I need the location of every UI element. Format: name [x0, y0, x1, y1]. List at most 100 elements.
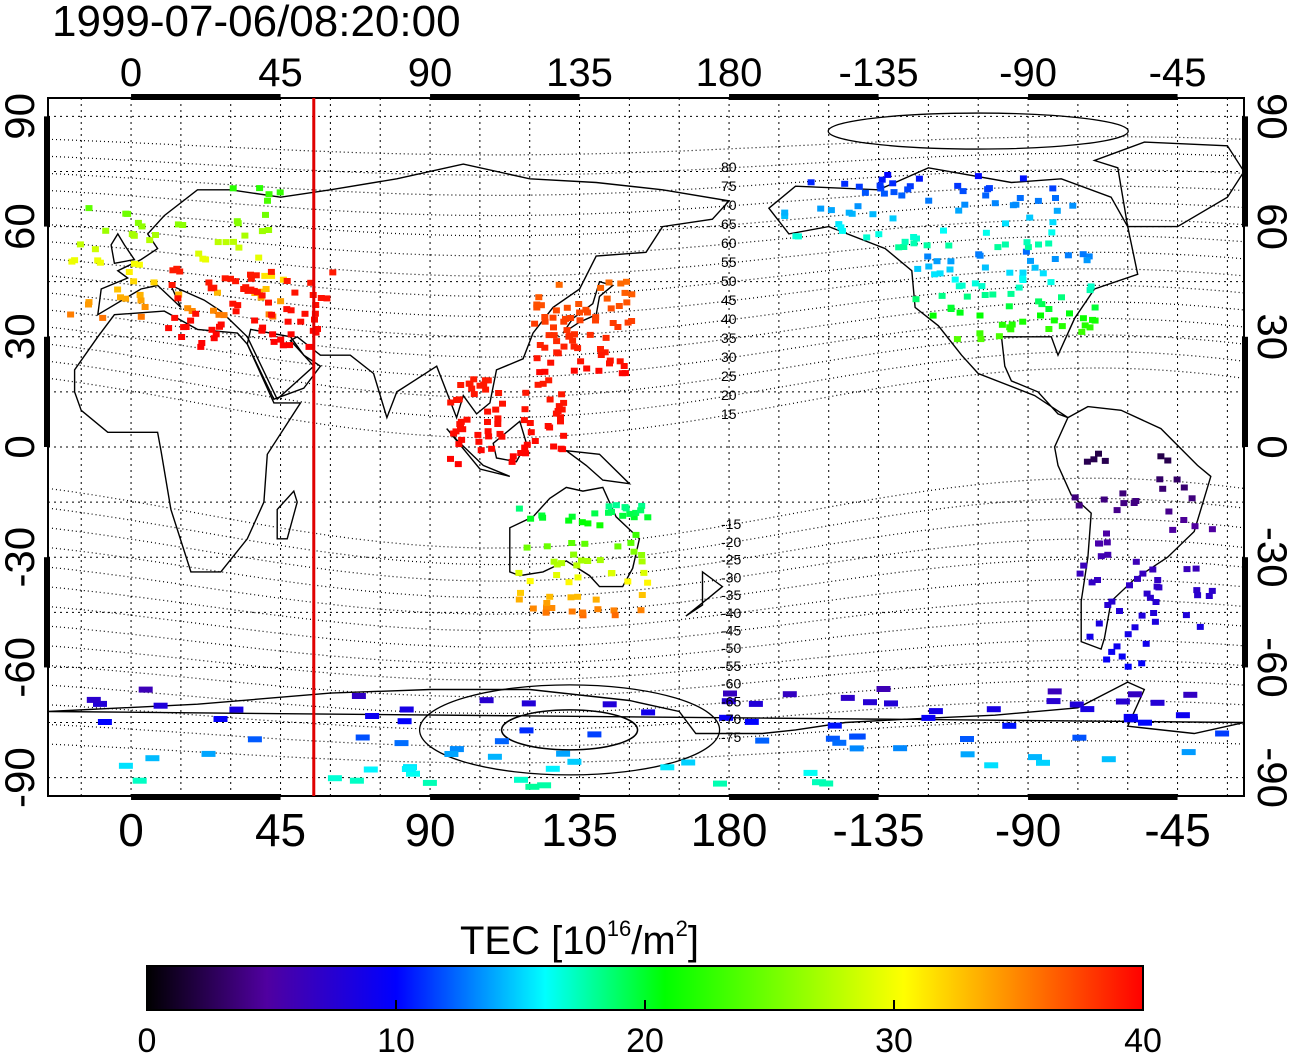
- tec-point: [1069, 202, 1077, 209]
- tec-point: [812, 779, 826, 786]
- tec-point: [150, 279, 158, 286]
- tec-point: [575, 301, 583, 307]
- tec-point: [1208, 587, 1216, 594]
- tec-point: [201, 750, 216, 757]
- tec-point: [1191, 523, 1199, 530]
- tec-point: [220, 312, 228, 319]
- tec-point: [234, 220, 242, 227]
- contour-label: 20: [721, 387, 737, 403]
- contour-label: -25: [721, 552, 741, 568]
- tec-point: [608, 570, 616, 576]
- frame-bar-top: [430, 94, 580, 100]
- tec-point: [610, 607, 618, 614]
- tec-point: [568, 513, 576, 520]
- tec-point: [499, 400, 506, 407]
- y-tick-label-right: 60: [1249, 203, 1292, 250]
- tec-point: [721, 698, 736, 705]
- tec-point: [832, 739, 847, 746]
- tec-point: [1027, 257, 1034, 264]
- tec-point: [173, 265, 181, 272]
- tec-point: [723, 690, 737, 697]
- tec-point: [536, 342, 544, 348]
- tec-point: [1180, 517, 1188, 523]
- tec-point: [553, 338, 561, 345]
- tec-point: [522, 389, 530, 396]
- tec-point: [550, 324, 557, 331]
- tec-point: [592, 314, 600, 321]
- tec-point: [229, 706, 244, 713]
- colorbar-label-end: ]: [687, 919, 700, 963]
- y-tick-label-left: -60: [0, 637, 43, 698]
- tec-point: [1152, 599, 1160, 605]
- tec-point: [884, 171, 892, 178]
- tec-point: [468, 385, 476, 392]
- tec-point: [1103, 656, 1111, 663]
- tec-point: [876, 686, 891, 692]
- tec-point: [311, 310, 319, 317]
- tec-point: [914, 265, 922, 272]
- tec-point: [494, 738, 509, 745]
- tec-point: [314, 326, 321, 332]
- contour-label: -70: [721, 711, 741, 727]
- tec-point: [995, 333, 1003, 340]
- tec-point: [1051, 256, 1059, 262]
- x-tick-label-bottom: 90: [404, 804, 455, 856]
- tec-point: [612, 502, 620, 509]
- tec-point: [592, 317, 599, 324]
- tec-point: [494, 421, 502, 427]
- tec-point: [527, 515, 535, 522]
- tec-point: [630, 514, 638, 521]
- tec-point: [637, 607, 645, 614]
- y-tick-label-left: 30: [0, 313, 43, 360]
- tec-point: [568, 608, 576, 615]
- tec-point: [232, 308, 240, 315]
- tec-point: [355, 734, 370, 741]
- tec-point: [840, 694, 855, 701]
- contour-line: [48, 578, 1244, 632]
- frame-bar-top: [1028, 94, 1178, 100]
- tec-point: [146, 237, 154, 244]
- tec-point: [1028, 754, 1042, 761]
- tec-data-points: [67, 171, 1230, 790]
- tec-point: [616, 358, 624, 365]
- tec-point: [1173, 476, 1181, 483]
- frame-bar-right: [1242, 336, 1248, 447]
- tec-point: [287, 307, 295, 314]
- tec-point: [569, 337, 577, 344]
- tec-point: [457, 424, 464, 430]
- tec-point: [457, 382, 465, 388]
- tec-point: [782, 691, 797, 698]
- tec-point: [1208, 526, 1216, 533]
- tec-point: [258, 292, 266, 299]
- tec-point: [638, 592, 646, 598]
- tec-point: [1132, 558, 1140, 565]
- tec-point: [247, 271, 254, 278]
- contour-label: 35: [721, 330, 737, 346]
- tec-point: [1132, 498, 1140, 504]
- tec-point: [568, 540, 576, 546]
- tec-point: [946, 266, 954, 273]
- tec-point: [210, 284, 218, 291]
- x-tick-label-top: -90: [999, 51, 1057, 95]
- tec-point: [276, 189, 284, 196]
- contour-label: 70: [721, 197, 737, 213]
- tec-point: [548, 605, 556, 611]
- tec-point: [632, 531, 640, 538]
- tec-point: [619, 512, 627, 519]
- tec-point: [1012, 201, 1020, 208]
- tec-point: [259, 324, 267, 331]
- tec-point: [205, 279, 213, 286]
- tec-point: [632, 509, 640, 516]
- tec-point: [522, 450, 530, 457]
- contour-ellipse-south-outer: [418, 684, 721, 776]
- tec-point: [1138, 612, 1146, 619]
- tec-point: [1023, 239, 1031, 246]
- tec-point: [890, 189, 898, 196]
- tec-point: [958, 282, 966, 289]
- tec-point: [906, 183, 914, 190]
- tec-point: [744, 718, 759, 725]
- tec-point: [1100, 496, 1108, 503]
- tec-point: [578, 519, 586, 526]
- tec-point: [960, 736, 974, 742]
- contour-line: [48, 235, 1244, 277]
